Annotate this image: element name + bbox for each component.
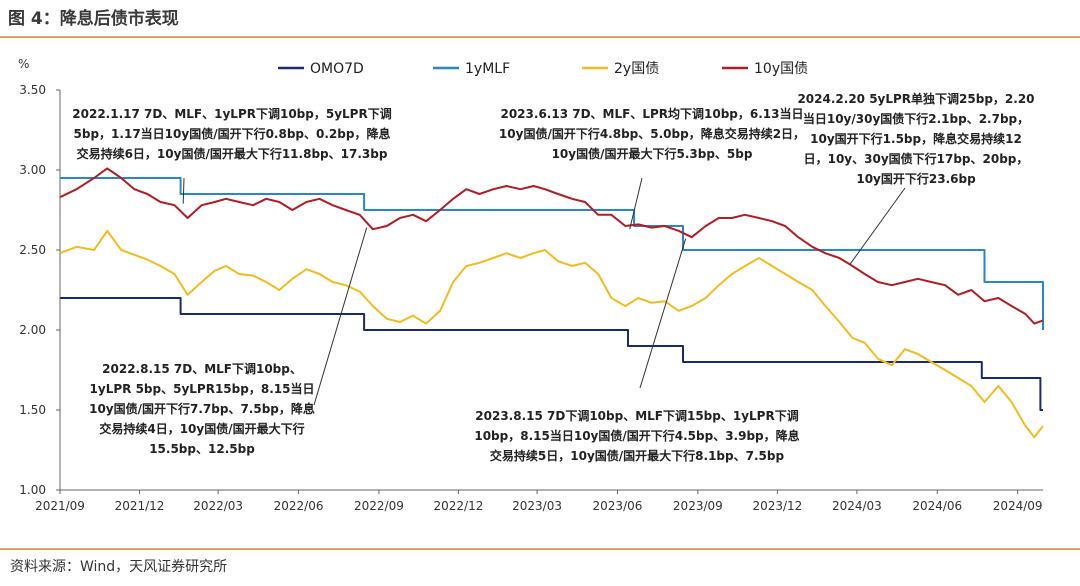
x-tick-label: 2024/03: [832, 499, 882, 513]
x-tick-label: 2022/06: [274, 499, 324, 513]
annotation-text-line: 当日10y/30y国债下行2.1bp、2.7bp，: [803, 111, 1029, 126]
y-tick-label: 1.50: [19, 403, 46, 417]
annotation-text-line: 10y国开下行1.5bp，降息交易持续12: [810, 131, 1022, 146]
annotation-text-line: 2023.6.13 7D、MLF、LPR均下调10bp，6.13当日: [500, 106, 803, 121]
annotation-leader: [182, 177, 185, 204]
annotation-leader: [629, 177, 643, 230]
annotation-text-line: 5bp，1.17当日10y国债/国开下行0.8bp、0.2bp，降息: [74, 126, 391, 141]
annotation-text-line: 日，10y、30y国债下行17bp、20bp，: [804, 151, 1029, 166]
legend-label-10y-bond: 10y国债: [754, 61, 808, 77]
legend-label-omo7d: OMO7D: [310, 61, 364, 77]
title-divider: [0, 36, 1080, 38]
annotation-text-line: 10y国开下行23.6bp: [856, 171, 976, 186]
x-tick-label: 2022/12: [434, 499, 484, 513]
source-note: 资料来源：Wind，天风证券研究所: [10, 559, 228, 575]
annotation-text-line: 10y国债/国开下行4.8bp、5.0bp，降息交易持续2日，: [499, 126, 805, 141]
annotation-text-line: 10y国债/国开下行7.7bp、7.5bp，降息: [89, 401, 315, 416]
annotation-text-line: 2022.8.15 7D、MLF下调10bp、: [102, 362, 302, 376]
series-layer: [59, 167, 1044, 439]
y-tick-label: 2.00: [19, 323, 46, 337]
annotation-text-line: 交易持续4日，10y国债/国开最大下行: [99, 421, 304, 436]
series-line-2y-bond: [59, 229, 1044, 439]
annotation-text-line: 2023.8.15 7D下调10bp、MLF下调15bp、1yLPR下调: [475, 409, 798, 423]
annotation-text-line: 10bp，8.15当日10y国债/国开下行4.5bp、3.9bp，降息: [474, 428, 799, 443]
x-tick-label: 2023/09: [673, 499, 723, 513]
x-tick-label: 2023/03: [512, 499, 562, 513]
chart-area: % 3.50 3.00 2.50 2.00 1.50 1.00 2021/09 2021/12 2…: [18, 57, 1044, 513]
annotation-text-line: 2024.2.20 5yLPR单独下调25bp，2.20: [797, 91, 1034, 106]
annotations: 2022.1.17 7D、MLF、1yLPR下调10bp，5yLPR下调 5bp，…: [72, 91, 1034, 463]
annotation-text-line: 10y国债/国开最大下行5.3bp、5bp: [552, 146, 753, 161]
x-tick-label: 2024/06: [912, 499, 962, 513]
series-line-1ymlf: [60, 177, 1044, 330]
legend-label-1ymlf: 1yMLF: [465, 61, 510, 77]
x-tick-label: 2022/03: [193, 499, 243, 513]
annotation-leader: [639, 238, 687, 389]
x-tick-label: 2021/09: [35, 499, 85, 513]
series-line-10y-bond: [59, 167, 1044, 325]
annotation-text-line: 15.5bp、12.5bp: [149, 442, 255, 456]
y-tick-label: 1.00: [19, 483, 46, 497]
x-tick-label: 2021/12: [115, 499, 165, 513]
x-tick-label: 2022/09: [354, 499, 404, 513]
source-divider: [0, 548, 1080, 550]
legend: OMO7D 1yMLF 2y国债 10y国债: [278, 61, 808, 77]
y-axis-unit: %: [18, 57, 29, 71]
annotation-text-line: 交易持续5日，10y国债/国开最大下行8.1bp、7.5bp: [490, 448, 785, 463]
series-line-omo7d: [60, 297, 1043, 411]
y-tick-label: 3.00: [19, 163, 46, 177]
annotation-leader: [849, 187, 906, 265]
legend-label-2y-bond: 2y国债: [614, 61, 659, 77]
annotation-text-line: 2022.1.17 7D、MLF、1yLPR下调10bp，5yLPR下调: [72, 107, 391, 121]
annotation-text-line: 交易持续6日，10y国债/国开最大下行11.8bp、17.3bp: [77, 146, 388, 161]
x-tick-label: 2023/12: [752, 499, 802, 513]
y-tick-label: 2.50: [19, 243, 46, 257]
axes: % 3.50 3.00 2.50 2.00 1.50 1.00 2021/09 2021/12 2…: [18, 57, 1043, 513]
annotation-leader: [313, 227, 368, 406]
annotation-text-line: 1yLPR 5bp、5yLPR15bp，8.15当日: [90, 381, 315, 396]
x-tick-label: 2023/06: [593, 499, 643, 513]
y-tick-label: 3.50: [19, 83, 46, 97]
figure-title: 图 4：降息后债市表现: [8, 9, 179, 29]
x-tick-label: 2024/09: [993, 499, 1043, 513]
